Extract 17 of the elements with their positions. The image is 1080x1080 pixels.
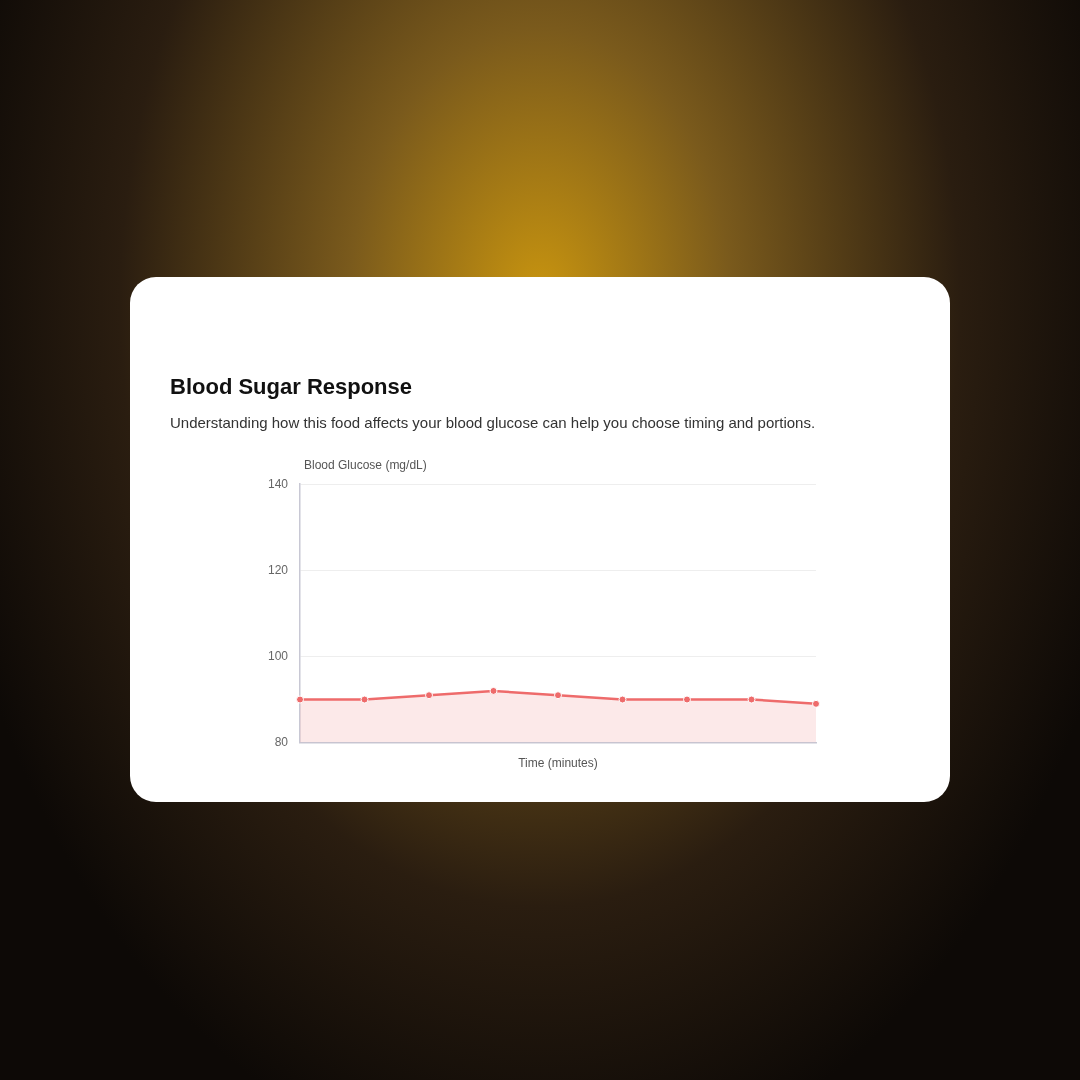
y-tick-label: 100 <box>267 648 289 663</box>
x-axis-title: Time (minutes) <box>518 756 598 771</box>
y-tick-label: 80 <box>274 734 289 749</box>
y-axis-title: Blood Glucose (mg/dL) <box>304 458 427 472</box>
chart-subtitle: Understanding how this food affects your blood glucose can help you choose timing and portions. <box>170 414 816 431</box>
point <box>489 686 498 695</box>
point <box>554 691 563 700</box>
chart-title: Blood Sugar Response <box>170 374 413 400</box>
y-tick-label: 120 <box>267 562 289 577</box>
point <box>425 691 434 700</box>
point <box>360 695 369 704</box>
point <box>296 695 305 704</box>
point <box>683 695 692 704</box>
y-tick-label: 140 <box>267 476 289 491</box>
point <box>747 695 756 704</box>
point <box>618 695 627 704</box>
point <box>812 699 820 708</box>
